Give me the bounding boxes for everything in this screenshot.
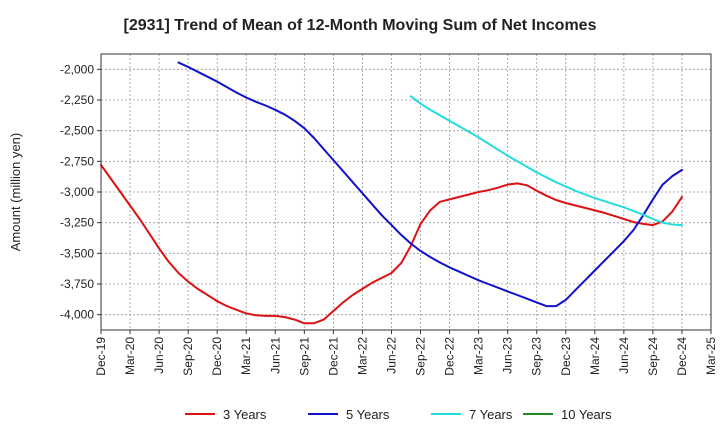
gridlines	[100, 54, 712, 330]
x-tick-label: Mar-21	[239, 337, 253, 375]
y-axis-ticks: -2,000 -2,250 -2,500 -2,750 -3,000 -3,250 -3,5…	[60, 62, 101, 322]
y-tick-label: -3,250	[60, 216, 94, 230]
x-tick-label: Mar-23	[472, 337, 486, 375]
x-tick-label: Mar-25	[704, 337, 718, 375]
y-tick-label: -2,500	[60, 124, 94, 138]
series-line-3-years	[100, 164, 683, 325]
x-tick-label: Dec-21	[326, 337, 340, 376]
x-tick-label: Jun-22	[384, 337, 398, 374]
x-tick-label: Dec-20	[210, 337, 224, 376]
legend: 3 Years 5 Years 7 Years 10 Years	[185, 407, 612, 422]
x-tick-label: Mar-20	[123, 337, 137, 375]
legend-label-7-years: 7 Years	[469, 407, 513, 422]
legend-label-3-years: 3 Years	[223, 407, 267, 422]
x-tick-label: Sep-21	[297, 337, 311, 376]
x-tick-label: Sep-20	[181, 337, 195, 376]
x-tick-label: Jun-20	[152, 337, 166, 374]
x-tick-label: Jun-23	[501, 337, 515, 374]
y-tick-label: -3,750	[60, 277, 94, 291]
y-tick-label: -2,750	[60, 154, 94, 168]
x-axis-ticks: Dec-19 Mar-20 Jun-20 Sep-20 Dec-20 Mar-21 Jun-…	[94, 330, 718, 376]
y-tick-label: -2,000	[60, 62, 94, 76]
legend-label-5-years: 5 Years	[346, 407, 390, 422]
series-line-5-years	[177, 61, 683, 308]
x-tick-label: Dec-19	[94, 337, 108, 376]
y-axis-label: Amount (million yen)	[8, 133, 23, 252]
x-tick-label: Mar-22	[355, 337, 369, 375]
x-tick-label: Mar-24	[588, 337, 602, 375]
legend-label-10-years: 10 Years	[561, 407, 612, 422]
series-lines	[100, 61, 683, 325]
y-tick-label: -3,500	[60, 246, 94, 260]
x-tick-label: Jun-21	[268, 337, 282, 374]
y-tick-label: -3,000	[60, 185, 94, 199]
x-tick-label: Dec-24	[675, 337, 689, 376]
x-tick-label: Dec-23	[559, 337, 573, 376]
y-tick-label: -2,250	[60, 93, 94, 107]
chart-title: [2931] Trend of Mean of 12-Month Moving …	[124, 17, 597, 34]
x-tick-label: Sep-23	[530, 337, 544, 376]
x-tick-label: Dec-22	[443, 337, 457, 376]
x-tick-label: Sep-24	[646, 337, 660, 376]
x-tick-label: Jun-24	[617, 337, 631, 374]
x-tick-label: Sep-22	[414, 337, 428, 376]
series-line-7-years	[409, 95, 683, 227]
y-tick-label: -4,000	[60, 308, 94, 322]
